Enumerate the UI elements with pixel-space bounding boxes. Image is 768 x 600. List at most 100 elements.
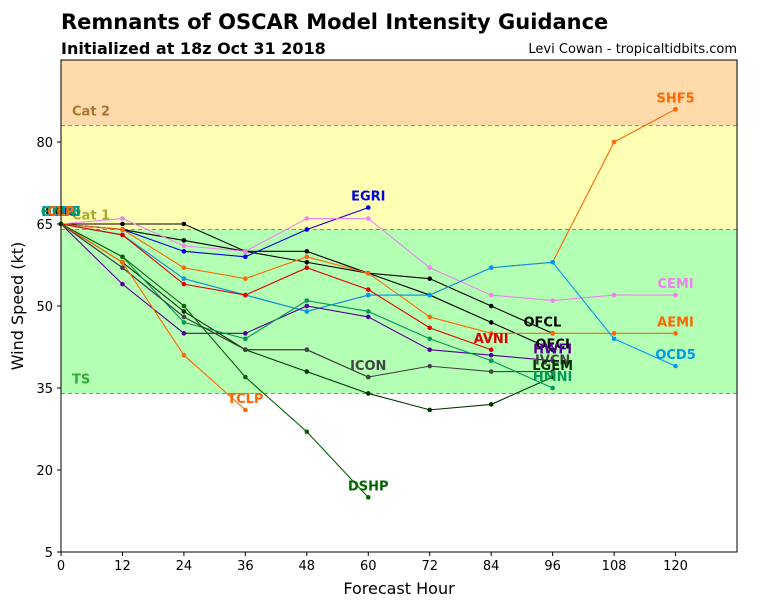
x-tick-label: 36 bbox=[237, 559, 254, 574]
series-point-cemi bbox=[243, 249, 248, 254]
model-series bbox=[58, 106, 678, 500]
series-point-shf5 bbox=[611, 139, 617, 145]
series-point-cemi bbox=[611, 292, 617, 298]
series-point-hmni bbox=[304, 298, 310, 303]
series-point-lgem bbox=[365, 391, 371, 396]
series-point-ivcn bbox=[427, 363, 433, 369]
series-point-ocd5 bbox=[673, 363, 678, 369]
series-point-ivcn bbox=[488, 369, 494, 374]
series-point-hmni bbox=[427, 336, 433, 342]
series-point-shf5 bbox=[673, 106, 678, 112]
series-point-dshp bbox=[243, 374, 248, 380]
series-labels: OFCL OFCI EGRI SHF5 CEMI AEMI OCD5 AVNI HWFIIVCN… bbox=[41, 91, 696, 494]
series-point-cemi bbox=[427, 265, 433, 271]
series-point-lgem bbox=[488, 402, 494, 407]
series-point-ofcl bbox=[181, 221, 187, 227]
y-tick-label: 50 bbox=[36, 300, 53, 315]
series-point-ocd5 bbox=[304, 309, 310, 314]
series-point-aemi bbox=[550, 331, 555, 336]
series-point-hmni bbox=[550, 385, 555, 391]
series-label-lgem: LGEM bbox=[532, 359, 573, 374]
series-point-ofci bbox=[427, 276, 433, 281]
series-point-hwfi bbox=[427, 347, 433, 353]
series-point-cemi bbox=[120, 216, 125, 221]
series-point-aemi bbox=[673, 331, 678, 336]
series-point-tclp bbox=[181, 352, 187, 358]
series-point-avni bbox=[243, 292, 248, 298]
series-point-avni bbox=[488, 347, 494, 353]
series-point-dshp bbox=[304, 429, 310, 435]
y-tick-label: 20 bbox=[36, 464, 53, 479]
series-point-icon bbox=[365, 374, 371, 380]
x-tick-label: 48 bbox=[299, 559, 316, 574]
series-point-cemi bbox=[181, 243, 187, 249]
series-point-icon bbox=[181, 314, 187, 320]
series-point-hmni bbox=[488, 358, 494, 363]
series-point-ocd5 bbox=[365, 292, 371, 298]
y-tick-label: 35 bbox=[36, 382, 53, 397]
series-point-dshp bbox=[181, 303, 187, 309]
x-tick-label: 84 bbox=[483, 559, 500, 574]
series-point-egri bbox=[243, 254, 248, 260]
series-point-avni bbox=[427, 325, 433, 331]
series-label-tclp: TCLP bbox=[227, 392, 263, 407]
x-tick-label: 60 bbox=[360, 559, 377, 574]
series-point-hwfi bbox=[550, 358, 555, 363]
series-point-aemi bbox=[181, 265, 187, 271]
series-point-ocd5 bbox=[488, 265, 494, 271]
series-point-ocd5 bbox=[550, 259, 555, 265]
x-axis-label: Forecast Hour bbox=[343, 579, 455, 598]
series-point-cemi bbox=[550, 298, 555, 303]
series-label-shf5: SHF5 bbox=[656, 91, 694, 106]
series-label-dshp: DSHP bbox=[348, 479, 389, 494]
series-point-tclp bbox=[120, 259, 125, 265]
series-point-aemi bbox=[611, 331, 617, 336]
series-point-ocd5 bbox=[427, 292, 433, 298]
series-point-ocd5 bbox=[181, 276, 187, 281]
series-point-ofci bbox=[488, 303, 494, 309]
band-cat-1 bbox=[61, 125, 737, 230]
series-label-ivcn: IVCN bbox=[535, 354, 570, 369]
series-point-hwfi bbox=[365, 314, 371, 320]
series-label-icon: ICON bbox=[350, 359, 386, 374]
series-point-cemi bbox=[488, 292, 494, 298]
series-point-hwfi bbox=[120, 281, 125, 287]
series-avni bbox=[58, 221, 494, 353]
y-tick-label: 5 bbox=[45, 546, 53, 561]
series-cemi bbox=[58, 216, 678, 303]
series-point-avni bbox=[181, 281, 187, 287]
series-label-hwfi: HWFI bbox=[533, 343, 572, 358]
x-tick-label: 0 bbox=[57, 559, 65, 574]
series-point-dshp bbox=[365, 495, 371, 500]
series-label-ofcl: OFCL bbox=[524, 315, 562, 330]
x-tick-label: 12 bbox=[114, 559, 131, 574]
series-point-lgem bbox=[181, 309, 187, 314]
series-point-hmni bbox=[243, 336, 248, 342]
series-point-aemi bbox=[365, 270, 371, 276]
page-title: Remnants of OSCAR Model Intensity Guidan… bbox=[61, 10, 609, 34]
series-point-hmni bbox=[365, 309, 371, 314]
series-point-cemi bbox=[673, 292, 678, 298]
series-point-lgem bbox=[304, 369, 310, 374]
series-point-avni bbox=[304, 265, 310, 271]
x-tick-label: 72 bbox=[421, 559, 438, 574]
y-tick-label: 65 bbox=[36, 218, 53, 233]
series-point-hwfi bbox=[243, 331, 248, 336]
series-point-icon bbox=[243, 347, 248, 353]
series-point-icon bbox=[120, 265, 125, 271]
series-point-dshp bbox=[120, 254, 125, 260]
series-label-aemi: AEMI bbox=[657, 315, 694, 330]
series-label-ocd5: OCD5 bbox=[655, 348, 695, 363]
x-tick-label: 108 bbox=[602, 559, 627, 574]
series-label-ofci: OFCI bbox=[535, 337, 569, 352]
series-label-avni: AVNI bbox=[474, 332, 509, 347]
series-point-lgem bbox=[550, 374, 555, 380]
credit-text: Levi Cowan - tropicaltidbits.com bbox=[528, 42, 737, 57]
series-point-ocd5 bbox=[611, 336, 617, 342]
series-point-ofci bbox=[181, 238, 187, 243]
series-point-cemi bbox=[304, 216, 310, 221]
x-tick-label: 120 bbox=[663, 559, 688, 574]
series-point-lgem bbox=[427, 407, 433, 413]
chart-subtitle: Initialized at 18z Oct 31 2018 bbox=[61, 39, 326, 58]
